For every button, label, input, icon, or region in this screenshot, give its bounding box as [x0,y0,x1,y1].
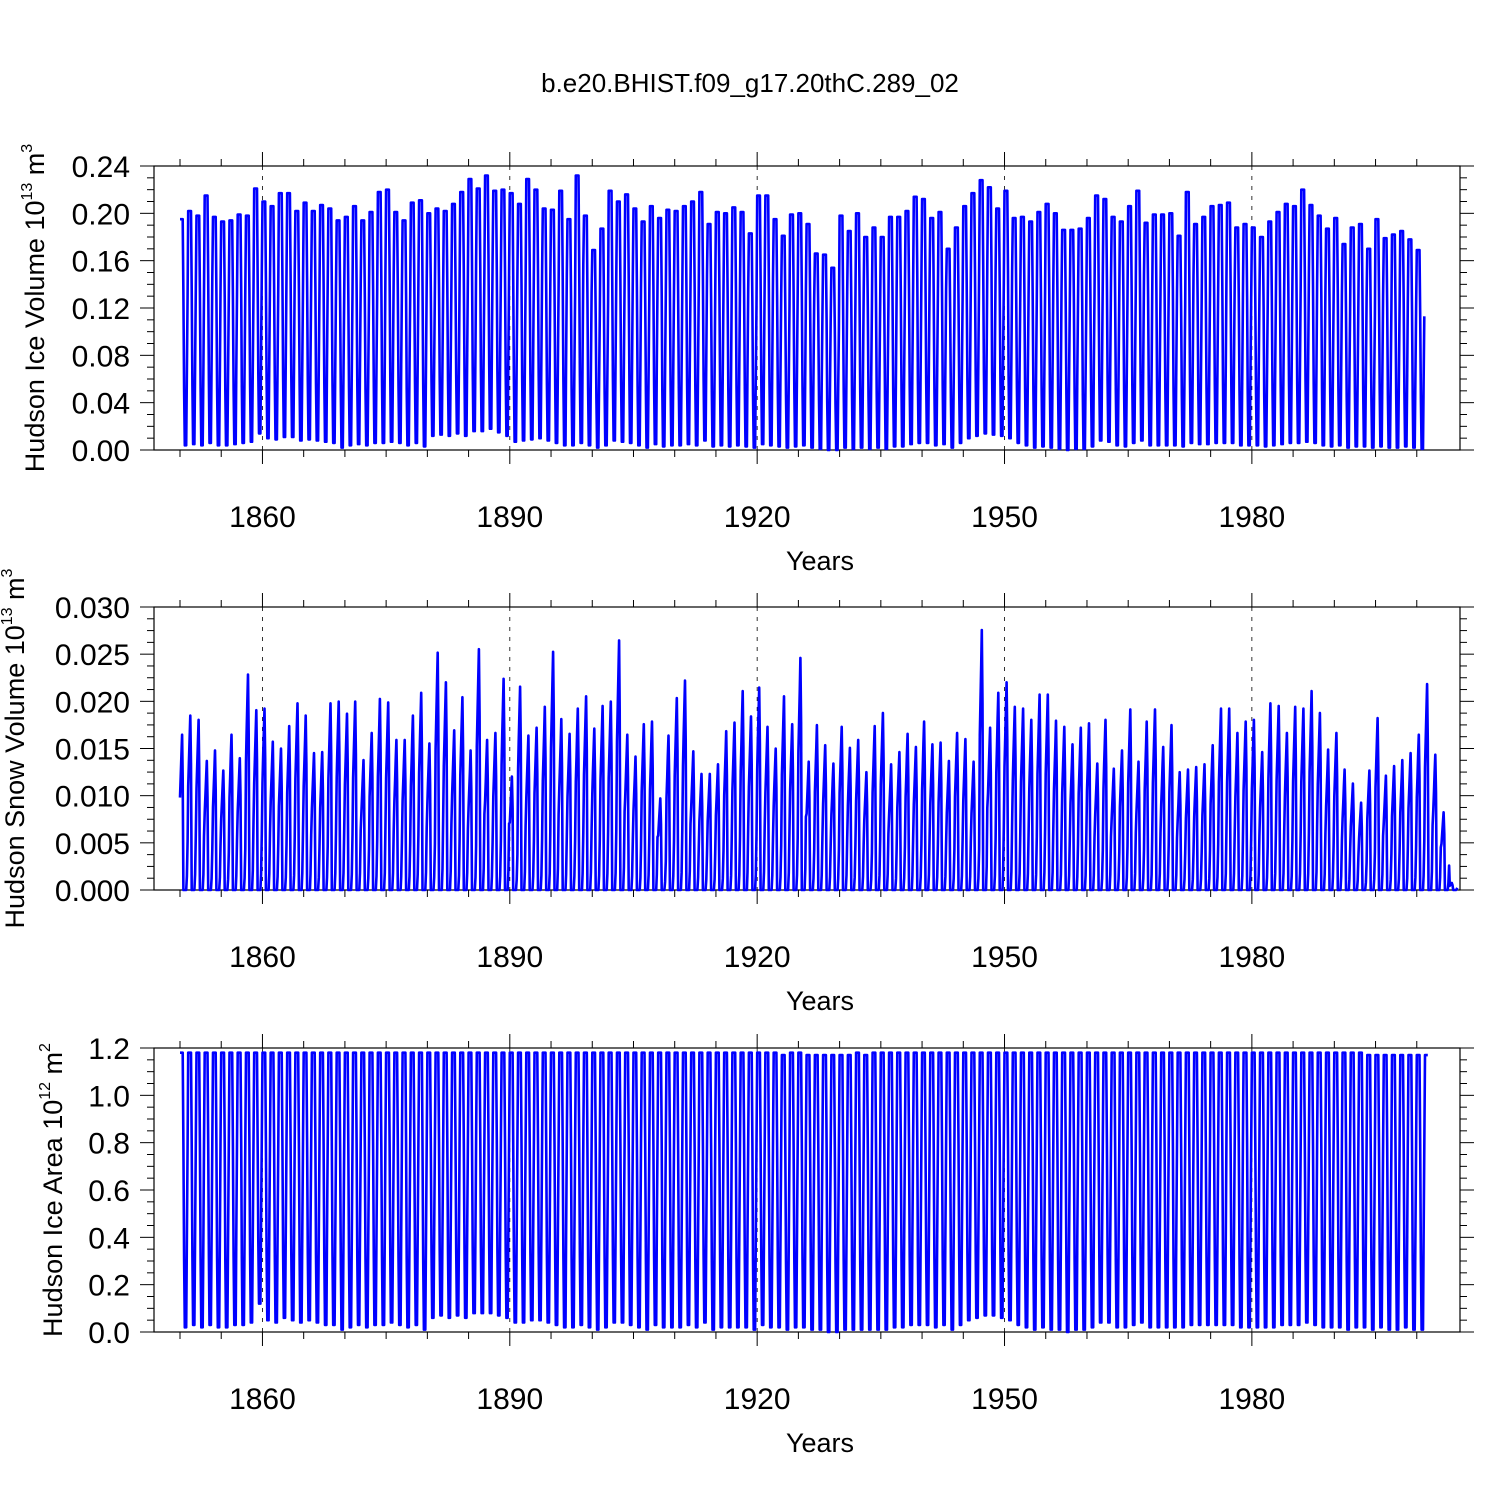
y-tick-label: 0.24 [72,151,130,184]
x-tick-label: 1980 [1218,1383,1285,1416]
chart-title: b.e20.BHIST.f09_g17.20thC.289_02 [541,68,959,98]
x-tick-label: 1860 [229,941,296,974]
y-tick-label: 0.00 [72,435,130,468]
y-tick-label: 0.030 [55,592,130,625]
y-tick-label: 0.015 [55,734,130,767]
x-tick-label: 1950 [971,1383,1038,1416]
chart-panel-3: 0.0 0.2 0.4 0.6 0.8 1.0 1.2 1860 1890 1920 1950 198… [37,1033,1474,1458]
y-tick-label: 1.0 [88,1080,130,1113]
x-axis-label: Years [786,986,854,1016]
y-tick-label: 0.12 [72,293,130,326]
x-tick-label: 1890 [476,941,543,974]
y-tick-label: 0.010 [55,781,130,814]
y-tick-label: 0.025 [55,639,130,672]
y-axis-label: Hudson Snow Volume 1013 m3 [0,568,30,928]
x-tick-label: 1920 [724,501,791,534]
y-tick-label: 0.08 [72,340,130,373]
y-axis-label: Hudson Ice Area 1012 m2 [37,1043,68,1337]
x-tick-label: 1860 [229,501,296,534]
y-tick-label: 0.6 [88,1175,130,1208]
x-tick-label: 1890 [476,501,543,534]
series-line [179,1051,1429,1334]
x-axis-label: Years [786,546,854,576]
chart-panel-2: 0.000 0.005 0.010 0.015 0.020 0.025 0.030 1860 1… [0,568,1474,1016]
x-tick-label: 1950 [971,501,1038,534]
y-tick-label: 0.16 [72,246,130,279]
x-axis-label: Years [786,1428,854,1458]
x-tick-label: 1950 [971,941,1038,974]
x-tick-label: 1920 [724,941,791,974]
x-tick-label: 1860 [229,1383,296,1416]
y-tick-label: 0.000 [55,875,130,908]
chart-panels: 0.00 0.04 0.08 0.12 0.16 0.20 0.24 1860 1890 1920… [0,144,1474,1458]
y-tick-label: 0.020 [55,686,130,719]
y-tick-label: 0.04 [72,388,130,421]
y-tick-label: 0.20 [72,198,130,231]
y-tick-label: 0.4 [88,1222,130,1255]
x-tick-label: 1980 [1218,501,1285,534]
y-tick-label: 1.2 [88,1033,130,1066]
series-line [179,174,1426,452]
x-tick-label: 1920 [724,1383,791,1416]
chart-panel-1: 0.00 0.04 0.08 0.12 0.16 0.20 0.24 1860 1890 1920… [19,144,1474,576]
x-tick-label: 1980 [1218,941,1285,974]
y-tick-label: 0.005 [55,828,130,861]
y-axis-label: Hudson Ice Volume 1013 m3 [19,144,50,472]
y-tick-label: 0.8 [88,1128,130,1161]
y-tick-label: 0.2 [88,1270,130,1303]
series-line [178,628,1459,892]
x-tick-label: 1890 [476,1383,543,1416]
y-tick-label: 0.0 [88,1317,130,1350]
